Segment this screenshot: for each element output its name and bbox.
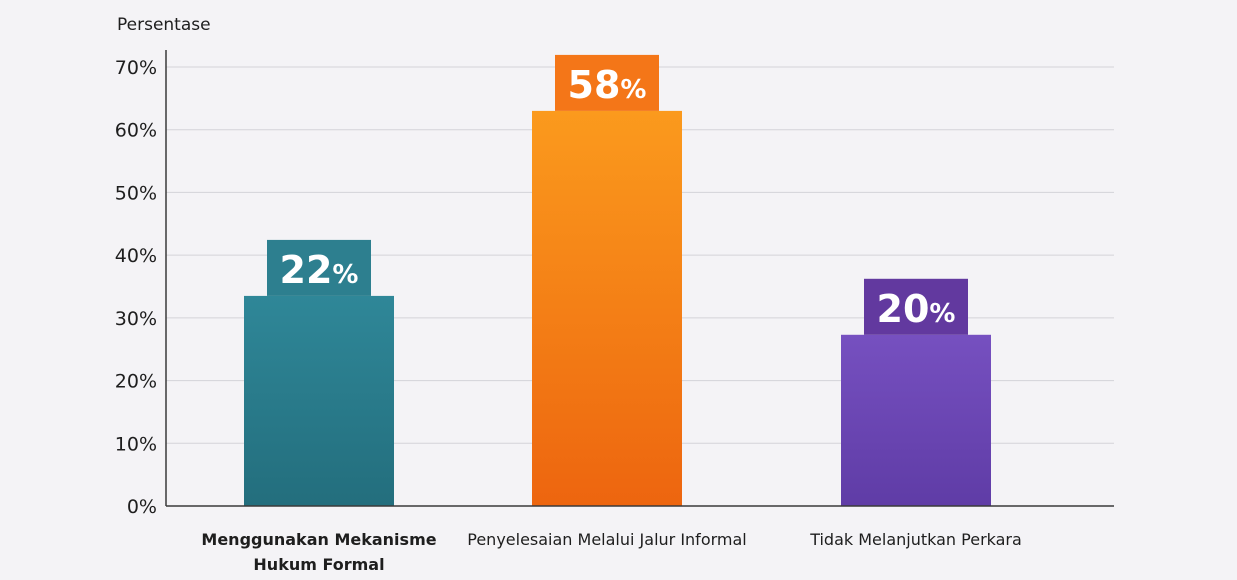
data-label-box [555,54,659,111]
bars [244,110,991,507]
axes [165,50,1114,507]
bar [841,334,991,506]
x-tick-label: Menggunakan Mekanisme [201,530,436,549]
bar [532,110,682,507]
y-tick-label: 60% [115,120,157,142]
data-label-box [267,239,371,296]
y-tick-label: 70% [115,57,157,79]
y-tick-label: 40% [115,245,157,267]
data-label: 20% [877,287,956,331]
data-label: 22% [280,248,359,292]
data-labels: 22% 58% 20% [267,54,968,335]
y-tick-label: 0% [127,496,157,518]
x-tick-label: Tidak Melanjutkan Perkara [809,530,1022,549]
bar [244,295,394,506]
y-axis-title: Persentase [117,15,211,35]
x-tick-label: Penyelesaian Melalui Jalur Informal [467,530,746,549]
x-axis-labels: Menggunakan Mekanisme Hukum Formal Penyele… [201,530,1021,574]
y-tick-label: 10% [115,433,157,455]
y-tick-label: 30% [115,308,157,330]
y-tick-label: 20% [115,371,157,393]
y-tick-label: 50% [115,182,157,204]
data-label: 58% [568,63,647,107]
y-axis-ticks: 0% 10% 20% 30% 40% 50% 60% 70% [115,57,157,518]
data-label-box [864,278,968,335]
x-tick-label: Hukum Formal [253,555,384,574]
